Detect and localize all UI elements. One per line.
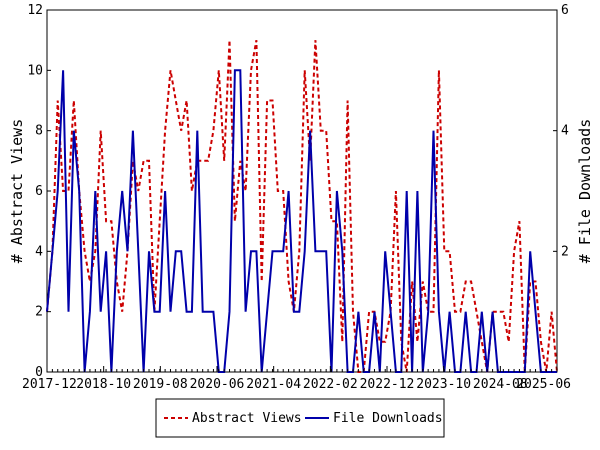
x-tick-label: 2021-04	[246, 377, 301, 392]
series-line-file-downloads	[46, 69, 557, 373]
x-tick-label: 2022-12	[360, 377, 415, 392]
x-tick-label: 2019-08	[133, 377, 188, 392]
x-tick-label: 2018-10	[76, 377, 131, 392]
y-left-tick-label: 10	[27, 63, 43, 78]
y-left-tick-label: 2	[35, 305, 43, 320]
legend: Abstract Views File Downloads	[155, 398, 445, 438]
y-right-tick-label: 6	[561, 3, 569, 18]
x-tick-label: 2025-06	[516, 377, 571, 392]
y-left-tick-label: 4	[35, 244, 43, 259]
axis-tick-labels: 0 2 4 6 8 10 12 2 4 6 2017-12 2018-10 2019-08 2020-06…	[22, 3, 571, 392]
x-tick-label: 2024-08	[473, 377, 528, 392]
y-left-tick-label: 0	[35, 365, 43, 380]
series-line-abstract-views	[46, 40, 558, 373]
axis-ticks	[46, 9, 558, 373]
legend-label-abstract-views: Abstract Views	[192, 411, 302, 426]
y-left-tick-label: 8	[35, 124, 43, 139]
plot-area	[46, 9, 558, 373]
y-right-axis-title: # File Downloads	[576, 119, 594, 264]
y-left-tick-label: 6	[35, 184, 43, 199]
y-right-tick-label: 4	[561, 124, 569, 139]
legend-box	[155, 398, 445, 438]
x-tick-label: 2022-02	[303, 377, 358, 392]
x-tick-label: 2023-10	[416, 377, 471, 392]
x-tick-label: 2020-06	[190, 377, 245, 392]
y-left-tick-label: 12	[27, 3, 43, 18]
x-tick-label: 2017-12	[22, 377, 77, 392]
y-right-tick-label: 2	[561, 244, 569, 259]
y-left-axis-title: # Abstract Views	[8, 119, 26, 264]
legend-label-file-downloads: File Downloads	[333, 411, 443, 426]
